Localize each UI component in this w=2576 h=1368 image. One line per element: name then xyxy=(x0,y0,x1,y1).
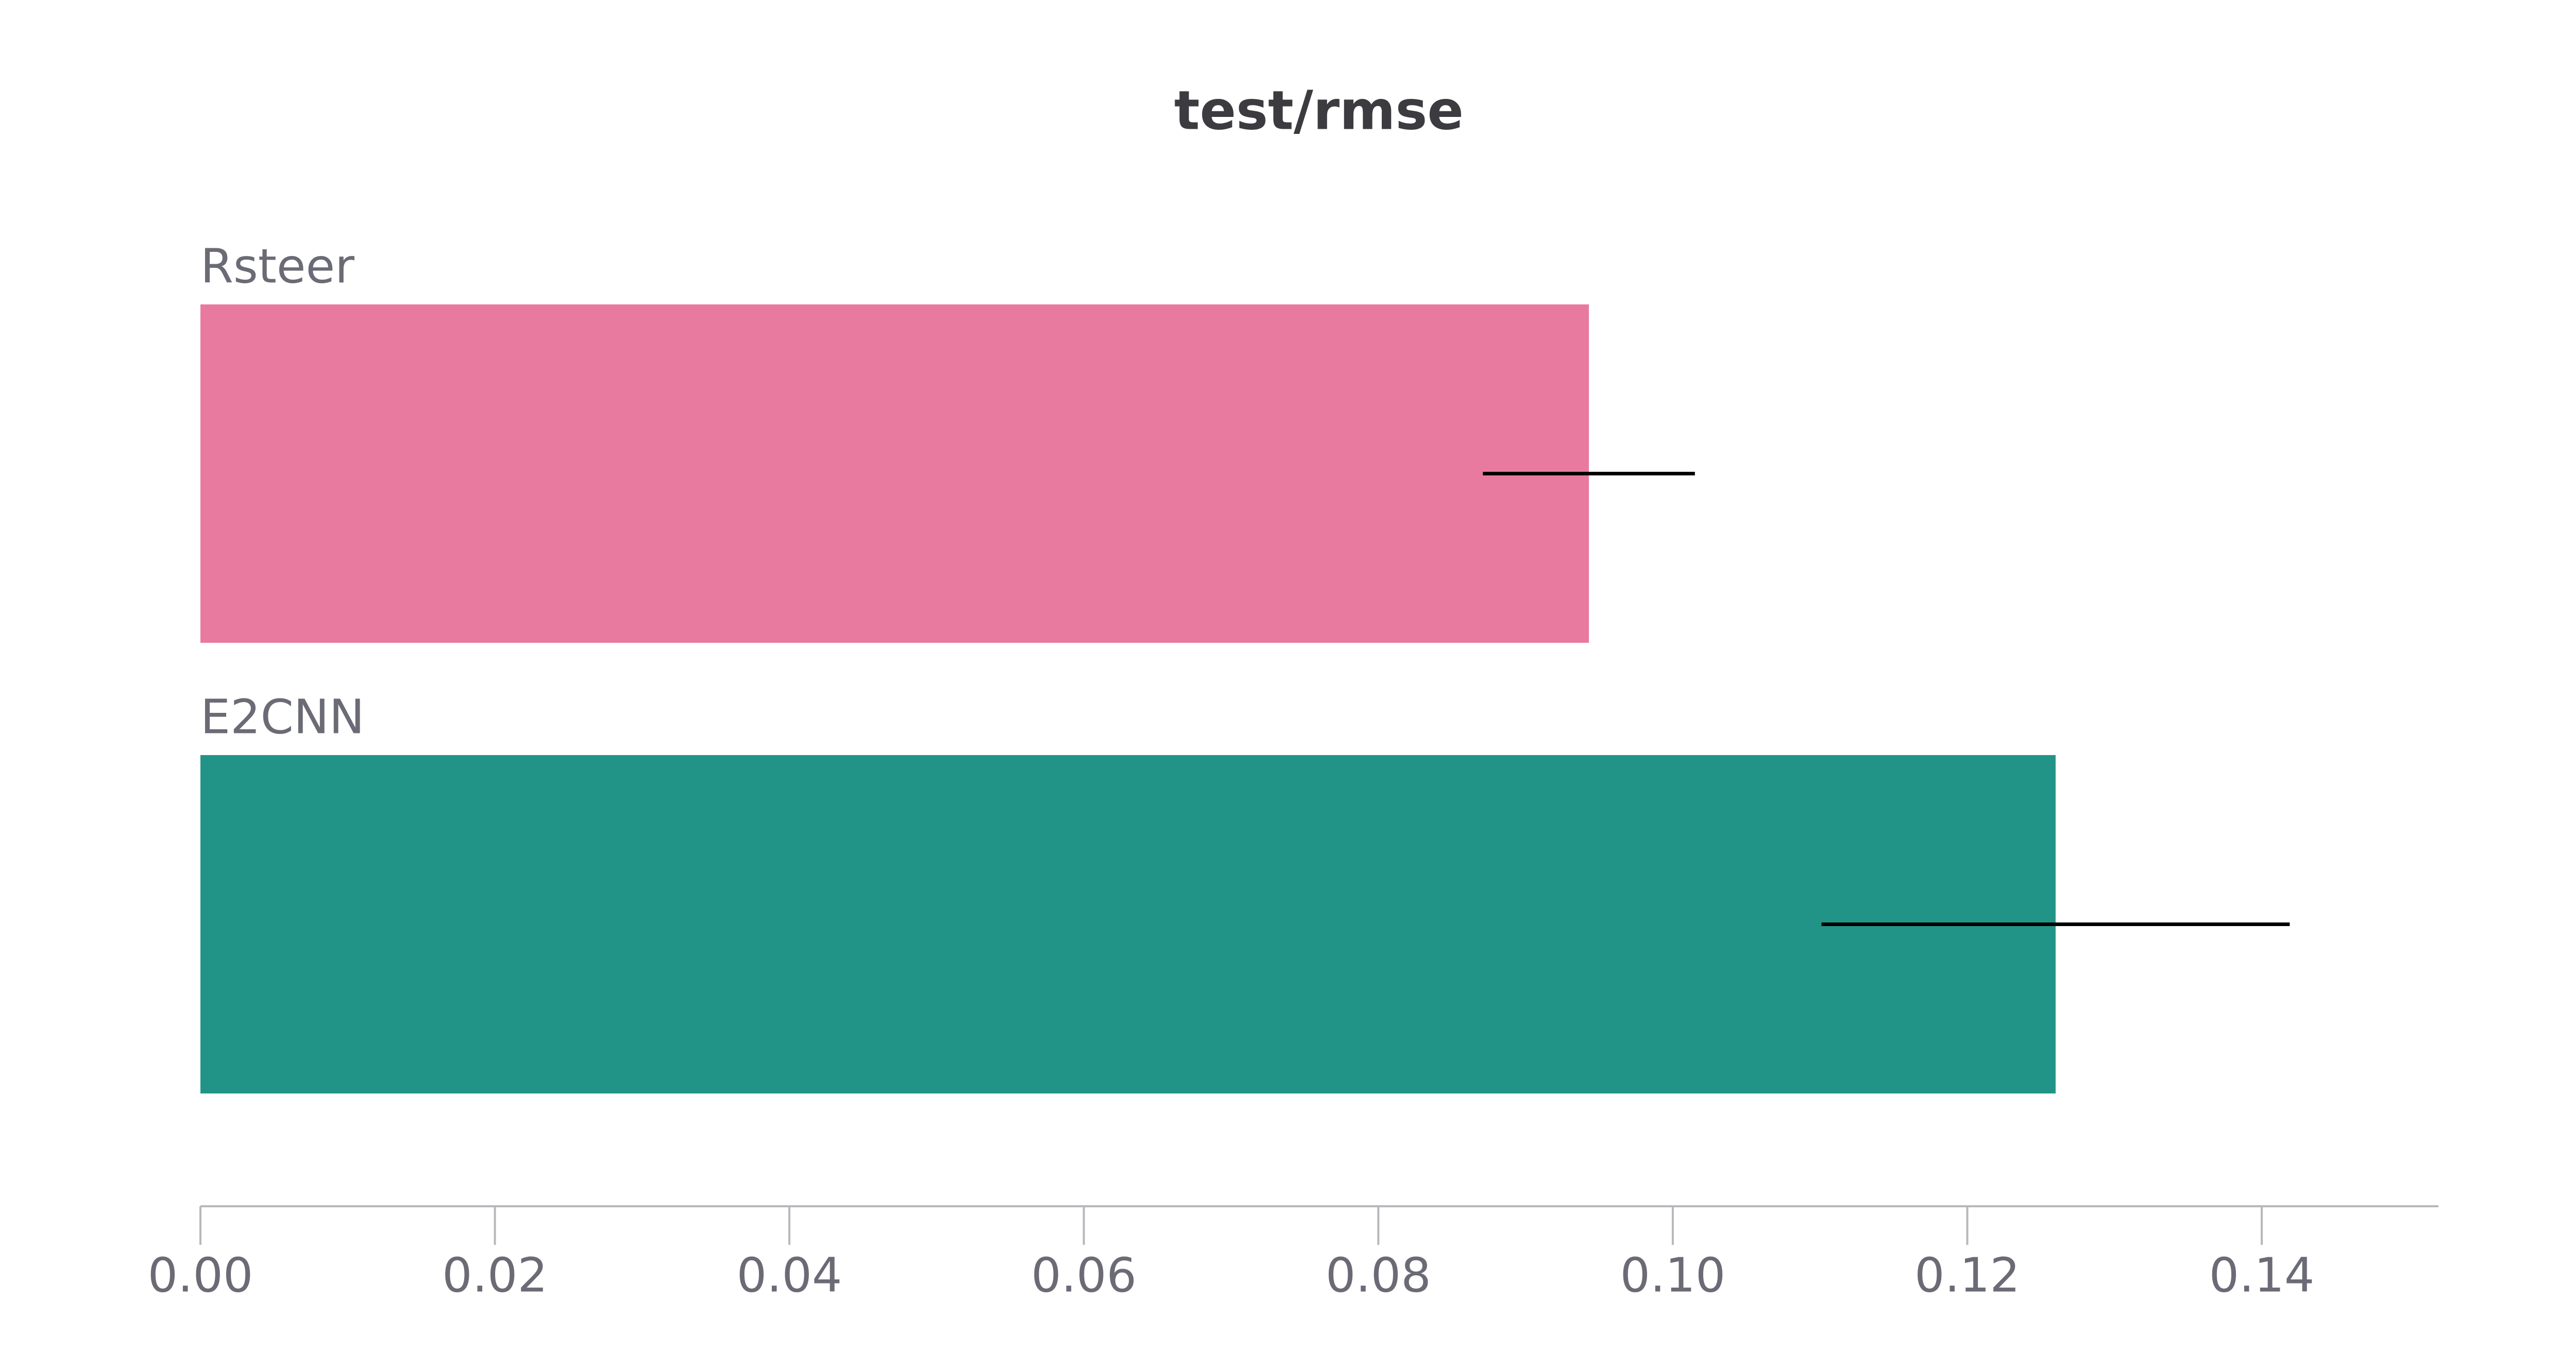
x-tick-label: 0.14 xyxy=(2209,1247,2315,1303)
x-tick-label: 0.10 xyxy=(1620,1247,1725,1303)
category-label: Rsteer xyxy=(200,238,354,294)
category-label: E2CNN xyxy=(200,689,365,744)
x-tick-label: 0.12 xyxy=(1914,1247,2020,1303)
x-tick-label: 0.02 xyxy=(442,1247,548,1303)
bar xyxy=(200,304,1589,643)
chart-title: test/rmse xyxy=(1174,79,1464,142)
bar xyxy=(200,755,2056,1093)
x-tick-label: 0.08 xyxy=(1326,1247,1431,1303)
x-tick-label: 0.00 xyxy=(148,1247,253,1303)
x-tick-label: 0.06 xyxy=(1031,1247,1137,1303)
x-tick-label: 0.04 xyxy=(737,1247,842,1303)
